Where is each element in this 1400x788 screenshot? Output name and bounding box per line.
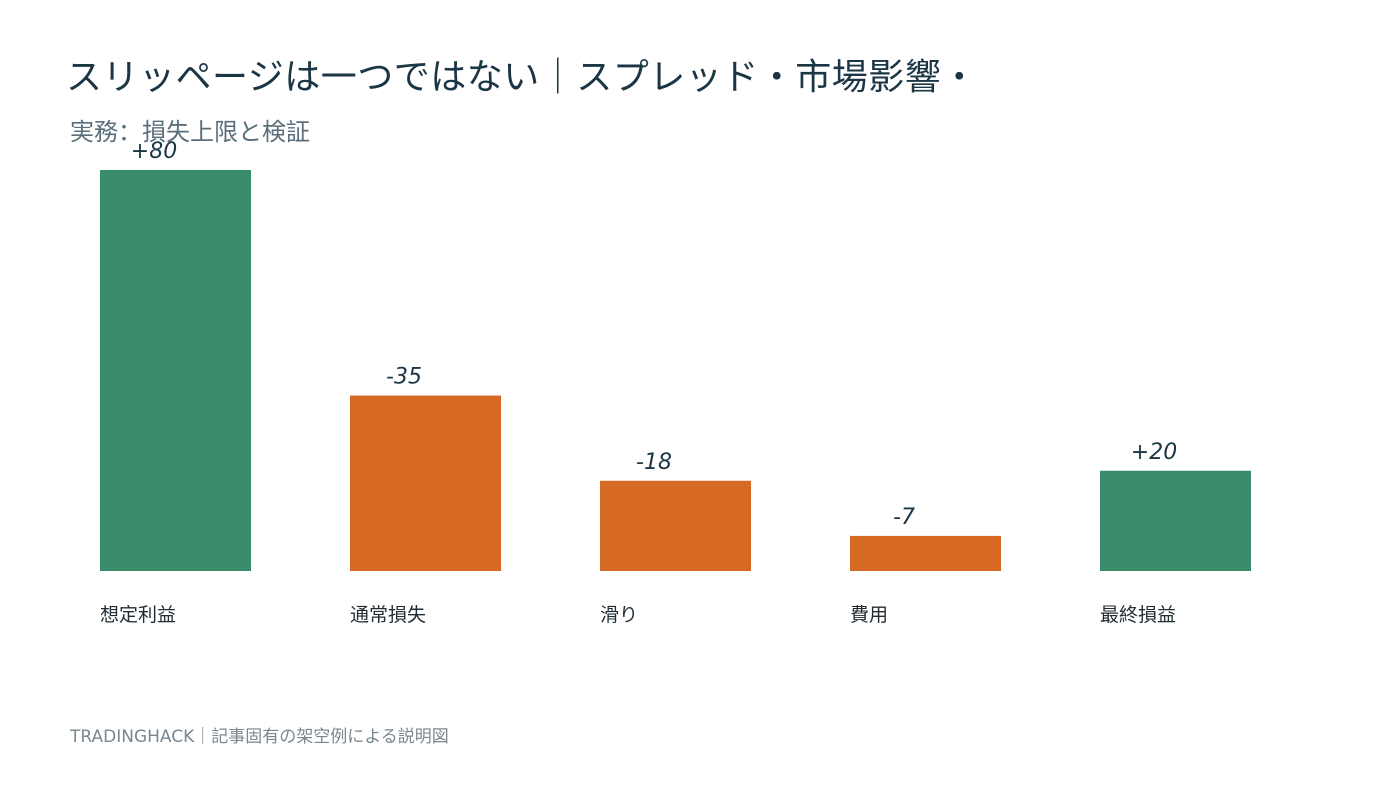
bar-2 <box>350 395 501 571</box>
bar-value-label-2: -35 <box>386 365 422 390</box>
bar-value-label-1: +80 <box>131 139 177 164</box>
category-label-3: 滑り <box>600 604 638 626</box>
bar-3 <box>600 480 751 571</box>
chart-subtitle: 実務：損失上限と検証 <box>70 118 310 146</box>
category-label-4: 費用 <box>850 604 888 626</box>
bar-value-label-5: +20 <box>1131 440 1177 465</box>
bar-4 <box>850 535 1001 571</box>
chart-title: スリッページは一つではない｜スプレッド・市場影響・ <box>66 57 978 98</box>
category-label-1: 想定利益 <box>100 604 176 626</box>
bar-value-label-3: -18 <box>636 450 672 475</box>
category-label-5: 最終損益 <box>1100 604 1176 626</box>
footer-credit: TRADINGHACK｜記事固有の架空例による説明図 <box>70 727 449 747</box>
bar-value-label-4: -7 <box>893 505 915 530</box>
category-label-2: 通常損失 <box>350 604 426 626</box>
bar-1 <box>100 170 251 571</box>
bar-5 <box>1100 470 1251 571</box>
